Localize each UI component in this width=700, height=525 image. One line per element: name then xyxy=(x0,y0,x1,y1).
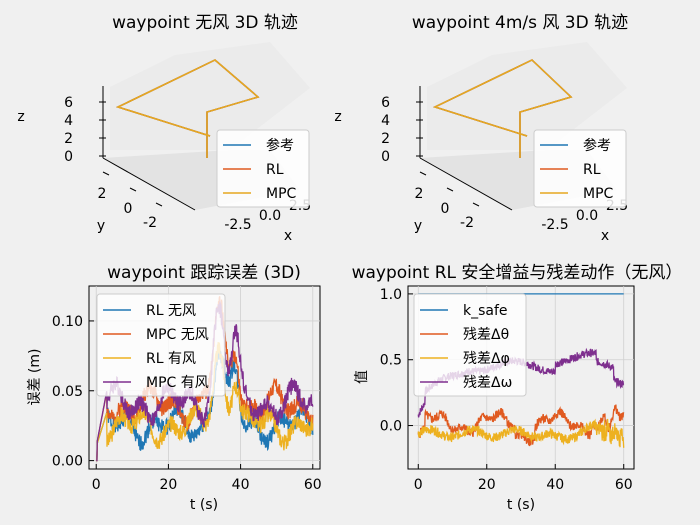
panel1-back-wall xyxy=(110,42,310,150)
y-tick-label: 0.00 xyxy=(52,454,83,470)
x-tick-label: 60 xyxy=(615,477,633,493)
x-tick-label: 0 xyxy=(92,477,101,493)
panel1-y-tick: -2 xyxy=(143,215,157,231)
panel4-x-label: t (s) xyxy=(507,497,535,513)
panel2-y-tick: 0 xyxy=(441,201,450,217)
legend-label: RL 有风 xyxy=(146,351,196,367)
panel2-legend-label: 参考 xyxy=(583,137,611,154)
legend-box xyxy=(96,293,226,397)
panel1-legend-label: MPC xyxy=(266,186,297,202)
legend-label: 残差Δθ xyxy=(463,327,509,343)
panel1-legend-label: 参考 xyxy=(266,137,294,154)
panel4-y-ticks: 0.0 0.5 1.0 xyxy=(380,287,413,435)
panel4-legend: k_safe 残差Δθ 残差Δφ 残差Δω xyxy=(413,293,527,397)
x-tick-label: 20 xyxy=(478,477,496,493)
series-line xyxy=(96,301,314,462)
panel1-z-tick: 2 xyxy=(64,131,73,147)
legend-label: MPC 无风 xyxy=(146,327,209,343)
panel1-z-label: z xyxy=(17,109,24,125)
legend-box xyxy=(413,293,527,397)
panel3-x-ticks: 0 20 40 60 xyxy=(92,464,322,493)
x-tick-label: 20 xyxy=(159,477,177,493)
legend-label: MPC 有风 xyxy=(146,375,209,391)
series-line xyxy=(417,418,625,448)
x-tick-label: 40 xyxy=(232,477,250,493)
y-tick-label: 0.5 xyxy=(380,353,402,369)
panel1-y-label: y xyxy=(97,218,105,234)
panel1-z-tick: 4 xyxy=(64,113,73,129)
panel1-z-tick: 0 xyxy=(64,149,73,165)
panel2-z-tick: 0 xyxy=(381,149,390,165)
panel1-z-ticks: 6 4 2 0 xyxy=(64,95,106,165)
x-tick-label: 60 xyxy=(304,477,322,493)
x-tick-label: 0 xyxy=(414,477,423,493)
panel3-y-label: 误差 (m) xyxy=(27,348,43,405)
panel2-x-tick: -2.5 xyxy=(541,217,568,233)
panel3-y-ticks: 0.00 0.05 0.10 xyxy=(52,314,94,470)
y-tick-label: 1.0 xyxy=(380,287,402,303)
panel2-z-tick: 6 xyxy=(381,95,390,111)
panel2-y-ticks: 2 0 -2 xyxy=(415,171,480,231)
panel2-trajectories xyxy=(432,59,573,158)
panel2-title: waypoint 4m/s 风 3D 轨迹 xyxy=(412,13,628,33)
panel1-y-ticks: 2 0 -2 xyxy=(98,171,163,231)
panel1-legend: 参考 RL MPC xyxy=(216,129,310,208)
panel1-y-tick: 2 xyxy=(98,186,107,202)
y-tick-label: 0.0 xyxy=(380,419,402,435)
panel3-legend: RL 无风 MPC 无风 RL 有风 MPC 有风 xyxy=(96,293,226,397)
panel2-x-tick: 0.0 xyxy=(576,208,598,224)
panel2-y-tick: 2 xyxy=(415,186,424,202)
panel1-x-tick: -2.5 xyxy=(224,217,251,233)
panel1-legend-label: RL xyxy=(266,162,284,178)
panel-safety-gain: waypoint RL 安全增益与残差动作（无风） 0 20 40 60 0.0 0.5… xyxy=(352,263,683,513)
panel-3d-wind: waypoint 4m/s 风 3D 轨迹 6 4 2 0 z 2 0 -2 xyxy=(334,13,628,244)
panel2-legend-label: MPC xyxy=(583,186,614,202)
panel2-z-tick: 2 xyxy=(381,131,390,147)
legend-label: k_safe xyxy=(463,303,508,319)
panel2-z-tick: 4 xyxy=(381,113,390,129)
panel3-x-label: t (s) xyxy=(190,497,218,513)
panel1-x-tick: 0.0 xyxy=(259,208,281,224)
panel4-axes xyxy=(407,285,635,470)
panel-tracking-error: waypoint 跟踪误差 (3D) 0 20 40 60 0.000.050.10 … xyxy=(27,263,322,513)
panel1-z-tick: 6 xyxy=(64,95,73,111)
panel2-y-tick: -2 xyxy=(460,215,474,231)
panel1-y-tick: 0 xyxy=(124,201,133,217)
panel2-mpc-line xyxy=(432,59,573,158)
panel2-z-label: z xyxy=(334,109,341,125)
panel4-title: waypoint RL 安全增益与残差动作（无风） xyxy=(352,263,683,283)
panel1-trajectories xyxy=(115,59,260,158)
panel1-mpc-line xyxy=(115,59,260,158)
legend-label: 残差Δφ xyxy=(463,351,510,367)
panel3-axes xyxy=(88,285,321,470)
panel2-legend-label: RL xyxy=(583,162,601,178)
panel2-back-wall xyxy=(427,42,627,150)
panel3-title: waypoint 跟踪误差 (3D) xyxy=(107,263,301,283)
panel2-legend: 参考 RL MPC xyxy=(533,129,627,208)
x-tick-label: 40 xyxy=(546,477,564,493)
panel2-z-ticks: 6 4 2 0 xyxy=(381,95,423,165)
y-tick-label: 0.10 xyxy=(52,314,83,330)
panel4-x-ticks: 0 20 40 60 xyxy=(414,464,633,493)
panel1-x-label: x xyxy=(284,228,292,244)
y-tick-label: 0.05 xyxy=(52,384,83,400)
panel4-y-label: 值 xyxy=(354,370,370,384)
panel1-title: waypoint 无风 3D 轨迹 xyxy=(112,13,298,33)
legend-label: RL 无风 xyxy=(146,303,196,319)
panel2-y-label: y xyxy=(414,218,422,234)
legend-label: 残差Δω xyxy=(463,375,512,391)
panel2-x-label: x xyxy=(601,228,609,244)
panel-3d-no-wind: waypoint 无风 3D 轨迹 6 4 2 0 z 2 0 -2 xyxy=(17,13,311,244)
